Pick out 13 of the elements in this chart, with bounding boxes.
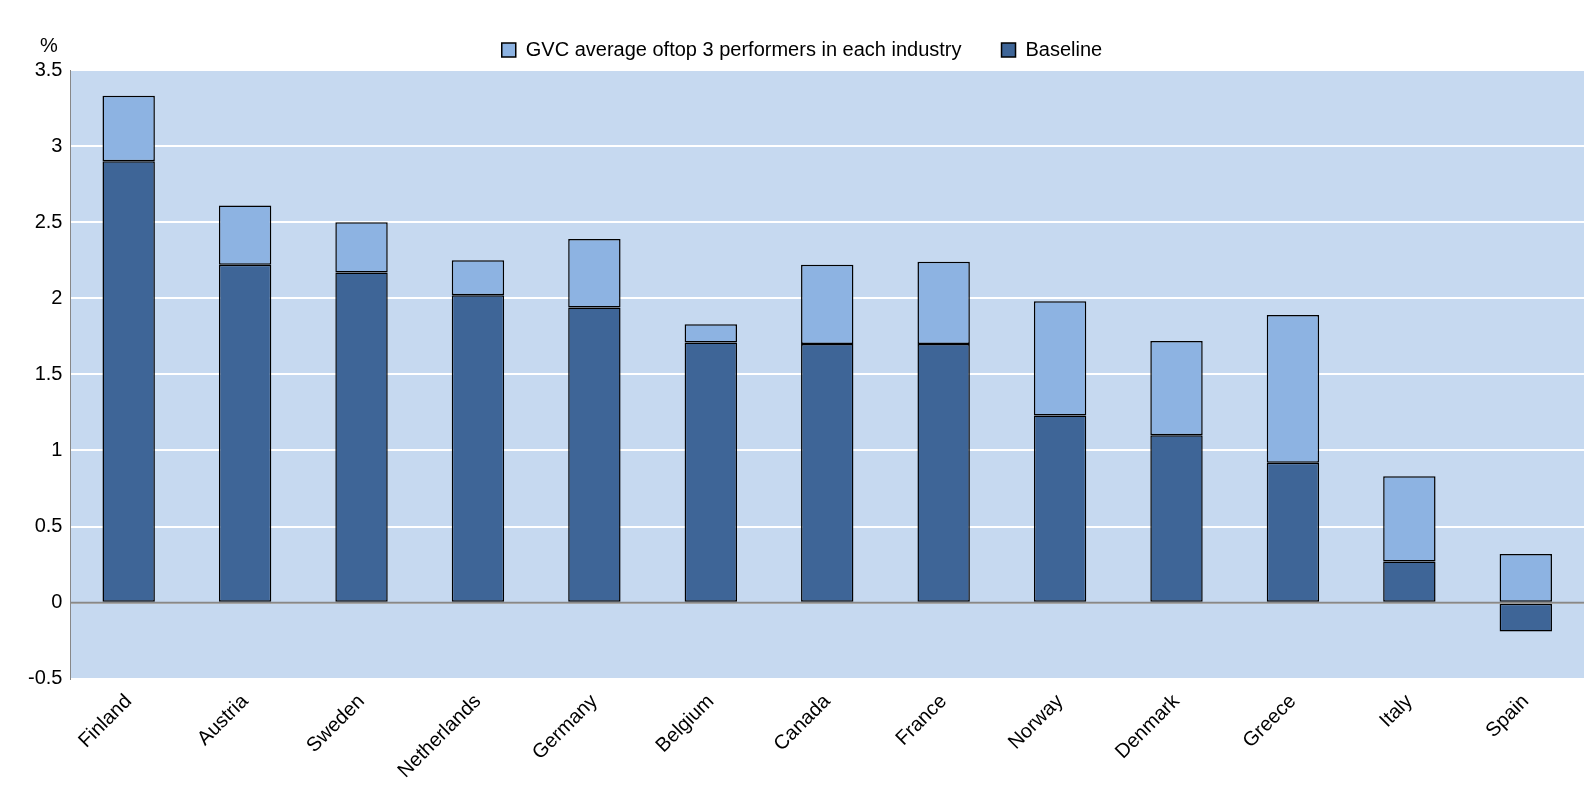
y-axis-title: % [40, 34, 58, 57]
y-tick-label: -0.5 [27, 666, 63, 689]
legend-label: Baseline [1025, 37, 1103, 60]
y-tick-label: 3.5 [34, 57, 63, 80]
y-tick-label: 1.5 [34, 361, 63, 384]
y-tick-label: 0 [51, 590, 63, 613]
y-tick-label: 2 [51, 285, 63, 308]
y-tick-label: 1 [51, 438, 63, 460]
y-tick-label: 2.5 [34, 209, 63, 232]
x-tick-label: Italy [1374, 689, 1417, 731]
y-tick-label: 3 [51, 133, 63, 156]
y-tick-label: 0.5 [34, 514, 63, 537]
legend-label: GVC average oftop 3 performers in each industry [525, 37, 962, 60]
